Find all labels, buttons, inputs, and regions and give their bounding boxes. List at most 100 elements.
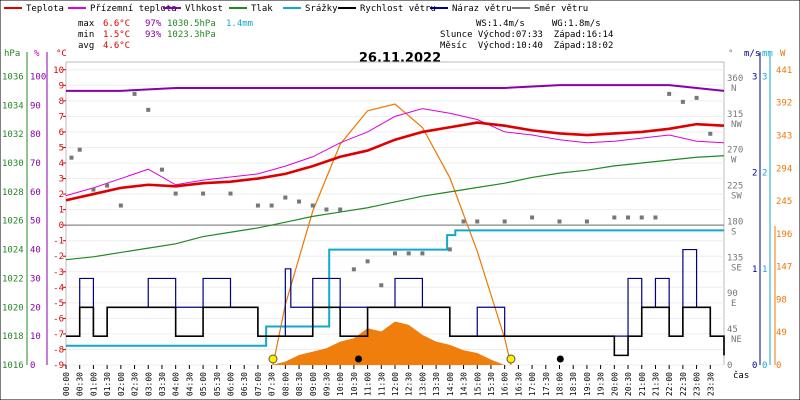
stat-max-press: 1030.5hPa <box>167 19 216 29</box>
wind-direction-point <box>297 199 302 204</box>
moon-marker <box>556 355 564 363</box>
wind-direction-point <box>91 187 96 192</box>
legend-label: Teplota <box>26 4 64 14</box>
series-pressure <box>65 155 725 261</box>
legend-item: Náraz větru <box>430 4 512 14</box>
tick-dir-label: NW <box>731 120 742 130</box>
tick-w: 245 <box>776 197 792 207</box>
x-tick-label: 15:30 <box>487 372 496 396</box>
series-ground-temperature <box>65 108 725 197</box>
tick-hpa: 1028 <box>2 188 24 198</box>
stat-min-press: 1023.3hPa <box>167 30 216 40</box>
x-tick-label: 23:00 <box>693 372 702 396</box>
tick-hpa: 1024 <box>2 246 24 256</box>
tick-hpa: 1026 <box>2 217 24 227</box>
wind-direction-point <box>310 203 315 208</box>
tick-w: 98 <box>776 295 787 305</box>
wind-direction-point <box>447 247 452 252</box>
tick-hpa: 1036 <box>2 72 24 82</box>
x-tick-label: 21:30 <box>651 372 660 396</box>
tick-temp: -4 <box>53 283 64 293</box>
tick-temp: -8 <box>53 345 64 355</box>
legend: Teplota Přízemní teplota Vlhkost Tlak Srážky… <box>4 4 588 14</box>
x-tick-label: 22:30 <box>679 372 688 396</box>
tick-hpa: 1030 <box>2 159 24 169</box>
tick-dir-label: SW <box>731 192 742 202</box>
tick-dir-label: E <box>731 299 736 309</box>
wind-direction-point <box>69 155 74 160</box>
tick-temp: 6 <box>59 128 64 138</box>
stat-max-temp: 6.6°C <box>103 19 130 29</box>
series-temperature <box>65 121 725 202</box>
tick-temp: -7 <box>53 330 64 340</box>
moon-marker <box>355 355 363 363</box>
tick-temp: -9 <box>53 361 64 371</box>
tick-temp: -6 <box>53 314 64 324</box>
x-tick-label: 07:00 <box>254 372 263 396</box>
info-sun: Slunce Východ:07:33 Západ:16:14 <box>440 30 613 40</box>
tick-dir-label: W <box>731 156 737 166</box>
tick-mm: 0 <box>762 361 767 371</box>
tick-w: 147 <box>776 263 792 273</box>
tick-temp: 7 <box>59 112 64 122</box>
chart-title: 26.11.2022 <box>359 51 441 66</box>
tick-hpa: 1018 <box>2 332 24 342</box>
wind-direction-point <box>639 215 644 220</box>
x-tick-label: 22:00 <box>665 372 674 396</box>
tick-w: 49 <box>776 328 787 338</box>
tick-dir-label: S <box>731 227 736 237</box>
legend-label: Směr větru <box>534 4 588 14</box>
legend-item: Směr větru <box>512 4 588 14</box>
x-tick-label: 01:30 <box>103 372 112 396</box>
legend-label: Přízemní teplota <box>90 4 177 14</box>
tick-pct: 40 <box>30 246 41 256</box>
tick-hpa: 1016 <box>2 361 24 371</box>
tick-dir-label: NE <box>731 335 742 345</box>
wind-direction-point <box>269 203 274 208</box>
plot-area <box>65 84 725 366</box>
wind-direction-point <box>653 215 658 220</box>
legend-item: Vlhkost <box>163 4 223 14</box>
axis-title-pct: % <box>34 49 40 59</box>
stat-min-label: min <box>78 30 94 40</box>
tick-dir: 0 <box>727 361 732 371</box>
legend-label: Srážky <box>305 4 338 14</box>
x-tick-label: 04:00 <box>172 372 181 396</box>
wind-direction-point <box>77 147 82 152</box>
wind-direction-point <box>324 207 329 212</box>
tick-mm: 2 <box>762 169 767 179</box>
wind-direction-point <box>530 215 535 220</box>
stat-max-rain: 1.4mm <box>226 19 253 29</box>
x-tick-label: 18:00 <box>556 372 565 396</box>
x-tick-label: 12:30 <box>405 372 414 396</box>
x-tick-label: 09:30 <box>322 372 331 396</box>
tick-hpa: 1020 <box>2 303 24 313</box>
tick-temp: 2 <box>59 190 64 200</box>
wind-direction-point <box>502 219 507 224</box>
legend-item: Tlak <box>229 4 273 14</box>
tick-temp: 4 <box>59 159 64 169</box>
x-tick-label: 15:00 <box>473 372 482 396</box>
sun-marker <box>506 354 516 364</box>
x-tick-label: 01:00 <box>89 372 98 396</box>
tick-dir-label: N <box>731 84 736 94</box>
wind-direction-point <box>118 203 123 208</box>
legend-label: Náraz větru <box>452 4 512 14</box>
wind-direction-point <box>201 191 206 196</box>
sun-marker <box>268 354 278 364</box>
tick-hpa: 1034 <box>2 101 24 111</box>
wind-direction-point <box>557 219 562 224</box>
axis-title-mm: mm <box>762 49 773 59</box>
tick-dir: 45 <box>727 325 738 335</box>
wind-direction-point <box>708 131 713 136</box>
tick-w: 343 <box>776 132 792 142</box>
x-tick-label: 02:00 <box>117 372 126 396</box>
tick-dir: 135 <box>727 253 743 263</box>
tick-hpa: 1022 <box>2 274 24 284</box>
series-wind-speed <box>66 306 725 357</box>
tick-temp: 5 <box>59 143 64 153</box>
x-tick-label: 23:30 <box>706 372 715 396</box>
legend-item: Přízemní teplota <box>68 4 177 14</box>
series-wind-gust <box>66 248 725 356</box>
